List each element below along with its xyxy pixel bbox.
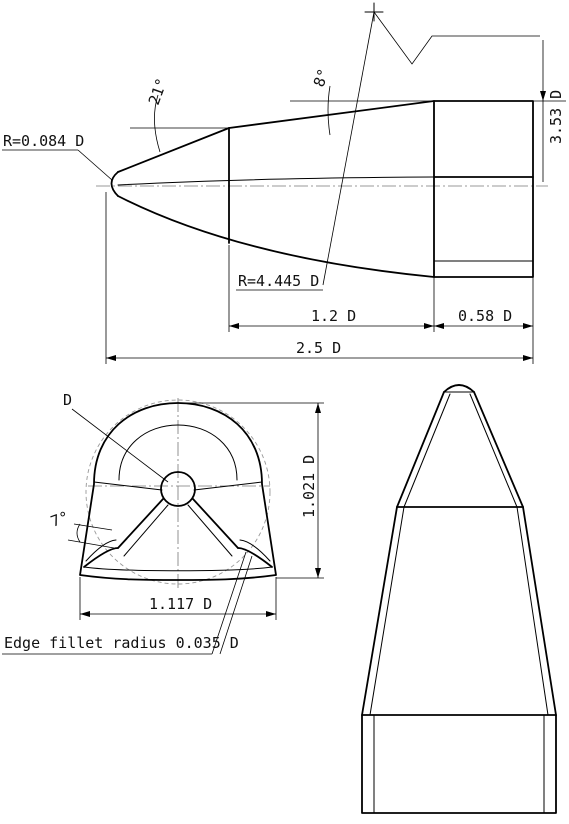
base-cylinder — [433, 100, 534, 278]
iso-cone-inner-right — [469, 393, 518, 508]
nose-tip-arc — [110, 171, 119, 197]
front-height-label: 1.021 D — [300, 455, 318, 518]
rib-left-inner — [123, 504, 169, 557]
ogive-upper-edge — [228, 100, 435, 129]
iso-cone-inner-left — [403, 393, 451, 508]
front-angle-label: 7° — [48, 508, 71, 531]
front-inner-arch — [118, 424, 238, 481]
total-length-label: 2.5 D — [296, 339, 341, 357]
front-view: D 7° 1.021 D 1.117 D Edge fillet radius … — [2, 391, 324, 655]
ogive-angle-arc — [327, 85, 331, 136]
front-outer-outline — [79, 402, 277, 581]
rib-right-inner — [187, 504, 233, 557]
iso-body-inner-right — [516, 506, 549, 716]
bottom-inner-edge — [83, 566, 273, 572]
break-line — [373, 11, 540, 65]
ogive-radius-line — [322, 11, 375, 286]
diameter-label: D — [63, 391, 72, 409]
bottom-right-fillet-inner — [239, 539, 271, 562]
top-edge-right — [193, 481, 263, 491]
cone-angle-arc — [154, 94, 161, 153]
bottom-right-fillet — [237, 547, 273, 568]
hidden-base-circle — [85, 399, 271, 585]
rib-right-outer — [192, 498, 239, 549]
top-edge-left — [93, 481, 163, 491]
ogive-lower-curve — [117, 195, 435, 278]
ogive-inner-curve — [117, 176, 435, 186]
body-length-label: 1.2 D — [311, 307, 356, 325]
side-view: R=0.084 D 21° 8° R=4.445 D 3.53 D 1.2 D — [2, 2, 566, 364]
front-width-label: 1.117 D — [149, 595, 212, 613]
cone-angle-label: 21° — [145, 76, 171, 108]
iso-cone-right — [473, 391, 524, 508]
front-angle-arc — [76, 523, 81, 543]
base-height-label: 3.53 D — [547, 90, 565, 144]
rib-left-outer — [117, 498, 164, 549]
iso-cone-left — [396, 391, 445, 508]
base-length-label: 0.58 D — [458, 307, 512, 325]
isometric-view — [361, 384, 557, 814]
diameter-leader — [71, 408, 169, 483]
iso-body-inner-left — [369, 506, 405, 716]
bottom-left-fillet — [83, 547, 119, 568]
ogive-radius-label: R=4.445 D — [238, 272, 319, 290]
iso-base-block — [361, 714, 557, 814]
edge-fillet-label: Edge fillet radius 0.035 D — [4, 634, 239, 652]
iso-body-right — [522, 506, 557, 716]
ogive-angle-label: 8° — [310, 66, 333, 89]
iso-body-left — [361, 506, 398, 716]
nose-radius-label: R=0.084 D — [3, 132, 84, 150]
iso-nose-cap — [443, 384, 475, 393]
cone-upper-edge — [117, 127, 230, 173]
central-hub-circle — [160, 471, 196, 507]
